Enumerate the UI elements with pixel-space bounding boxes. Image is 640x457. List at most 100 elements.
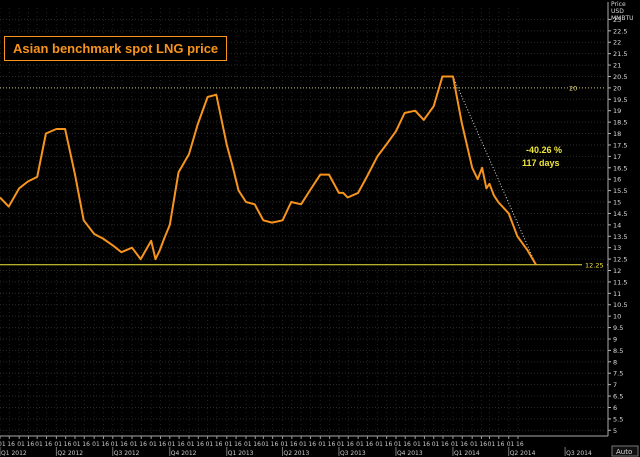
x-day-label: 16 bbox=[328, 441, 336, 448]
reference-lines: 20 12.25 bbox=[0, 84, 608, 269]
y-axis-label: Price USD MMBTU bbox=[611, 1, 634, 22]
y-axis-label-line: USD bbox=[611, 8, 624, 15]
x-day-label: 16 bbox=[234, 441, 242, 448]
trend-line bbox=[452, 76, 537, 266]
y-tick-label: 23 bbox=[613, 16, 621, 24]
x-day-label: 01 bbox=[432, 441, 440, 448]
x-quarter-label: Q3 2014 bbox=[566, 450, 592, 457]
annotation-days: 117 days bbox=[522, 158, 560, 168]
x-day-label: 01 bbox=[299, 441, 307, 448]
x-day-label: 16 bbox=[385, 441, 393, 448]
y-tick-label: 12.5 bbox=[613, 256, 627, 264]
x-day-label: 01 bbox=[413, 441, 421, 448]
x-day-label: 01 bbox=[488, 441, 496, 448]
x-day-label: 01 bbox=[394, 441, 402, 448]
x-day-label: 16 bbox=[365, 441, 373, 448]
x-day-label: 01 bbox=[244, 441, 252, 448]
x-day-label: 16 bbox=[82, 441, 90, 448]
auto-button-label: Auto bbox=[616, 448, 632, 456]
y-tick-label: 22.5 bbox=[613, 27, 627, 35]
annotations: -40.26 % 117 days bbox=[522, 145, 562, 168]
y-tick-label: 5.5 bbox=[613, 415, 623, 423]
x-day-label: 16 bbox=[27, 441, 35, 448]
y-axis: 5 5.5 6 6.5 7 7.5 8 8.5 9 9.5 10 10.5 11 11.5 12 12.5 13… bbox=[607, 2, 627, 436]
y-tick-label: 16 bbox=[613, 176, 621, 184]
x-day-label: 01 bbox=[225, 441, 233, 448]
x-quarter-label: Q2 2014 bbox=[510, 450, 536, 457]
trend-line-group bbox=[452, 76, 537, 266]
y-tick-label: 17 bbox=[613, 153, 621, 161]
chart-title: Asian benchmark spot LNG price bbox=[4, 36, 228, 61]
x-quarter-label: Q4 2013 bbox=[397, 450, 423, 457]
x-day-label: 16 bbox=[120, 441, 128, 448]
x-day-label: 16 bbox=[253, 441, 261, 448]
gridlines bbox=[0, 8, 606, 436]
x-day-label: 16 bbox=[44, 441, 52, 448]
x-day-label: 16 bbox=[441, 441, 449, 448]
annotation-percent: -40.26 % bbox=[526, 145, 562, 155]
x-day-label: 01 bbox=[281, 441, 289, 448]
x-day-label: 01 bbox=[375, 441, 383, 448]
y-tick-label: 6 bbox=[613, 404, 617, 412]
y-tick-label: 9 bbox=[613, 335, 617, 343]
x-day-label: 01 bbox=[168, 441, 176, 448]
reference-line-label: 20 bbox=[569, 84, 577, 92]
x-day-label: 01 bbox=[318, 441, 326, 448]
y-tick-label: 8 bbox=[613, 358, 617, 366]
auto-button-box bbox=[611, 445, 639, 457]
y-tick-label: 10 bbox=[613, 313, 621, 321]
y-tick-label: 15.5 bbox=[613, 187, 627, 195]
x-quarter-label: Q2 2012 bbox=[57, 450, 83, 457]
x-quarter-label: Q3 2013 bbox=[340, 450, 366, 457]
x-day-label: 01 bbox=[35, 441, 43, 448]
y-tick-label: 14 bbox=[613, 221, 621, 229]
y-tick-label: 17.5 bbox=[613, 141, 627, 149]
x-day-label: 01 bbox=[187, 441, 195, 448]
x-quarter-label: Q1 2014 bbox=[454, 450, 480, 457]
y-tick-label: 13.5 bbox=[613, 233, 627, 241]
y-tick-label: 20 bbox=[613, 84, 621, 92]
y-tick-label: 10.5 bbox=[613, 301, 627, 309]
y-tick-label: 8.5 bbox=[613, 347, 623, 355]
x-day-label: 16 bbox=[346, 441, 354, 448]
x-day-label: 01 bbox=[261, 441, 269, 448]
y-axis-label-line: MMBTU bbox=[611, 15, 634, 22]
x-day-label: 01 bbox=[149, 441, 157, 448]
x-quarter-label: Q1 2012 bbox=[1, 450, 27, 457]
x-day-label: 01 bbox=[92, 441, 100, 448]
y-tick-label: 19.5 bbox=[613, 96, 627, 104]
y-tick-label: 13 bbox=[613, 244, 621, 252]
series-group bbox=[0, 75, 537, 266]
x-day-label: 01 bbox=[111, 441, 119, 448]
x-day-label: 16 bbox=[403, 441, 411, 448]
y-tick-label: 21.5 bbox=[613, 50, 627, 58]
x-day-label: 01 bbox=[130, 441, 138, 448]
y-tick-label: 18.5 bbox=[613, 119, 627, 127]
reference-line-label: 12.25 bbox=[585, 261, 604, 269]
x-day-label: 01 bbox=[73, 441, 81, 448]
x-quarter-label: Q2 2013 bbox=[284, 450, 310, 457]
price-series-line bbox=[0, 75, 537, 266]
x-day-label: 01 bbox=[356, 441, 364, 448]
x-day-label: 16 bbox=[497, 441, 505, 448]
y-tick-label: 9.5 bbox=[613, 324, 623, 332]
y-tick-label: 6.5 bbox=[613, 393, 623, 401]
x-day-label: 01 bbox=[507, 441, 515, 448]
y-tick-label: 22 bbox=[613, 39, 621, 47]
x-day-label: 16 bbox=[177, 441, 185, 448]
y-tick-label: 11.5 bbox=[613, 278, 627, 286]
x-day-label: 01 bbox=[0, 441, 6, 448]
x-day-label: 16 bbox=[308, 441, 316, 448]
y-tick-label: 11 bbox=[613, 290, 621, 298]
y-tick-label: 5 bbox=[613, 427, 617, 435]
x-day-label: 01 bbox=[470, 441, 478, 448]
y-tick-label: 21 bbox=[613, 62, 621, 70]
x-day-label: 16 bbox=[7, 441, 15, 448]
y-tick-label: 7.5 bbox=[613, 370, 623, 378]
y-tick-label: 18 bbox=[613, 130, 621, 138]
x-day-label: 16 bbox=[422, 441, 430, 448]
y-tick-label: 14.5 bbox=[613, 210, 627, 218]
y-tick-label: 16.5 bbox=[613, 164, 627, 172]
x-day-label: 16 bbox=[196, 441, 204, 448]
